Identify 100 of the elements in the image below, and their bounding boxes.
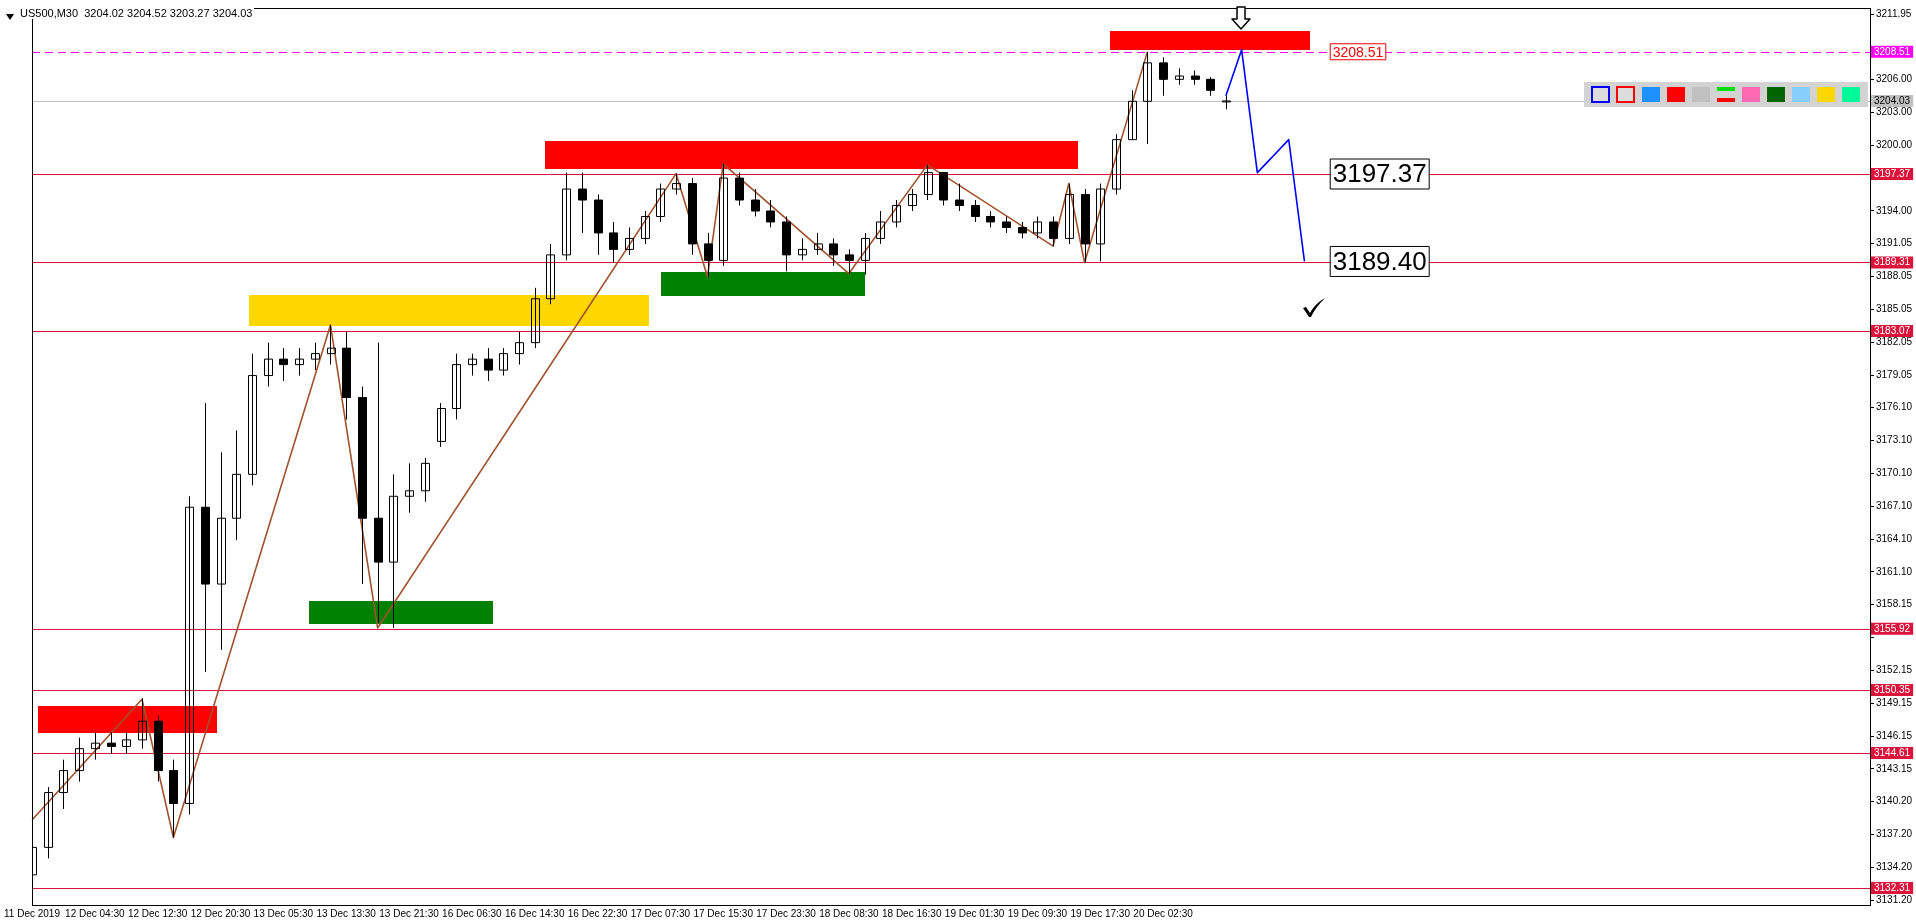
candlestick [515,331,524,366]
ref-line-label: 3132.31 [1874,881,1911,893]
y-tick-label: 3146.15 [1876,729,1913,741]
x-tick-label: 13 Dec 21:30 [379,907,440,919]
ref-line-label: 3208.51 [1874,45,1911,57]
y-tick-label: 3200.00 [1876,138,1913,150]
candlestick [1128,89,1137,141]
candlestick [531,287,540,349]
candlestick [861,232,870,276]
y-tick-label: 3182.05 [1876,335,1913,347]
y-tick-label: 3152.15 [1876,663,1913,675]
y-tick-label: 3170.10 [1876,466,1913,478]
x-tick-label: 12 Dec 12:30 [127,907,188,919]
y-tick-label: 3203.00 [1876,105,1913,117]
x-tick-label: 17 Dec 07:30 [630,907,691,919]
annotation: 3208.51 [1332,43,1384,60]
candlestick [452,353,461,420]
candlestick [704,232,713,278]
candlestick [1143,51,1152,145]
candlestick [625,226,634,256]
candlestick [845,248,854,275]
candlestick [59,759,68,810]
x-tick-label: 17 Dec 15:30 [693,907,754,919]
x-tick-label: 19 Dec 17:30 [1070,907,1131,919]
candlestick [1096,183,1105,262]
candlestick [641,210,650,245]
candlestick [138,697,147,750]
candlestick [892,199,901,228]
x-tick-label: 19 Dec 01:30 [944,907,1005,919]
x-tick-label: 18 Dec 16:30 [881,907,942,919]
y-tick-label: 3158.15 [1876,598,1913,610]
ref-line-label: 3144.61 [1874,746,1911,758]
candlestick [546,243,555,305]
y-tick-label: 3191.05 [1876,237,1913,249]
x-tick-label: 11 Dec 2019 [4,907,61,919]
y-tick-label: 3188.05 [1876,270,1913,282]
candlestick [1159,56,1168,97]
x-tick-label: 18 Dec 08:30 [819,907,880,919]
candlestick [248,353,257,486]
candlestick [217,451,226,651]
x-tick-label: 13 Dec 13:30 [316,907,377,919]
x-tick-label: 13 Dec 05:30 [253,907,314,919]
candlestick [232,429,241,541]
x-tick-label: 16 Dec 22:30 [567,907,628,919]
y-tick-label: 3206.00 [1876,73,1913,85]
chart-title: US500,M30 3204.02 3204.52 3203.27 3204.03 [20,7,253,19]
ref-line-label: 3197.37 [1874,167,1911,179]
candlestick [672,173,681,196]
y-tick-label: 3185.05 [1876,302,1913,314]
candlestick [91,731,100,761]
ref-line-label: 3150.35 [1874,683,1911,695]
candlestick [44,786,53,859]
candlestick [1065,183,1074,245]
candlestick [437,402,446,448]
candlestick [122,731,131,755]
candlestick [264,342,273,388]
y-tick-label: 3140.20 [1876,795,1913,807]
y-tick-label: 3143.15 [1876,762,1913,774]
annotation: 3189.40 [1332,245,1427,276]
candlestick [656,183,665,223]
y-tick-label: 3211.95 [1876,7,1912,19]
y-tick-label: 3176.10 [1876,401,1913,413]
y-tick-label: 3173.10 [1876,434,1913,446]
candlestick [1033,215,1042,239]
candlestick [798,237,807,261]
y-tick-label: 3179.05 [1876,368,1913,380]
ref-line-label: 3183.07 [1874,324,1911,336]
x-tick-label: 16 Dec 06:30 [442,907,503,919]
ref-line-label: 3204.03 [1874,94,1911,106]
candlestick [405,462,414,514]
ref-line-label: 3155.92 [1874,622,1911,634]
y-tick-label: 3167.10 [1876,499,1913,511]
y-tick-label: 3164.10 [1876,532,1913,544]
candlestick [1049,215,1058,247]
candlestick [185,495,194,815]
y-tick-label: 3131.20 [1876,893,1913,905]
x-tick-label: 12 Dec 20:30 [190,907,251,919]
ref-line-label: 3189.31 [1874,256,1911,268]
candlestick [924,164,933,201]
candlestick [295,347,304,377]
y-tick-label: 3149.15 [1876,696,1913,708]
candlestick [908,188,917,212]
annotation: 3197.37 [1332,158,1427,189]
candlestick [971,199,980,223]
candlestick [389,473,398,629]
x-tick-label: 12 Dec 04:30 [65,907,126,919]
candlestick [499,347,508,377]
candlestick [562,172,571,261]
candlestick [876,210,885,245]
candlestick [327,324,336,366]
x-tick-label: 20 Dec 02:30 [1133,907,1194,919]
y-tick-label: 3134.20 [1876,860,1913,872]
candlestick [311,342,320,371]
candlestick [421,457,430,503]
candlestick [814,232,823,256]
candlestick [468,353,477,377]
candlestick [719,163,728,267]
candlestick [1112,133,1121,196]
y-tick-label: 3161.10 [1876,565,1913,577]
x-tick-label: 17 Dec 23:30 [756,907,817,919]
